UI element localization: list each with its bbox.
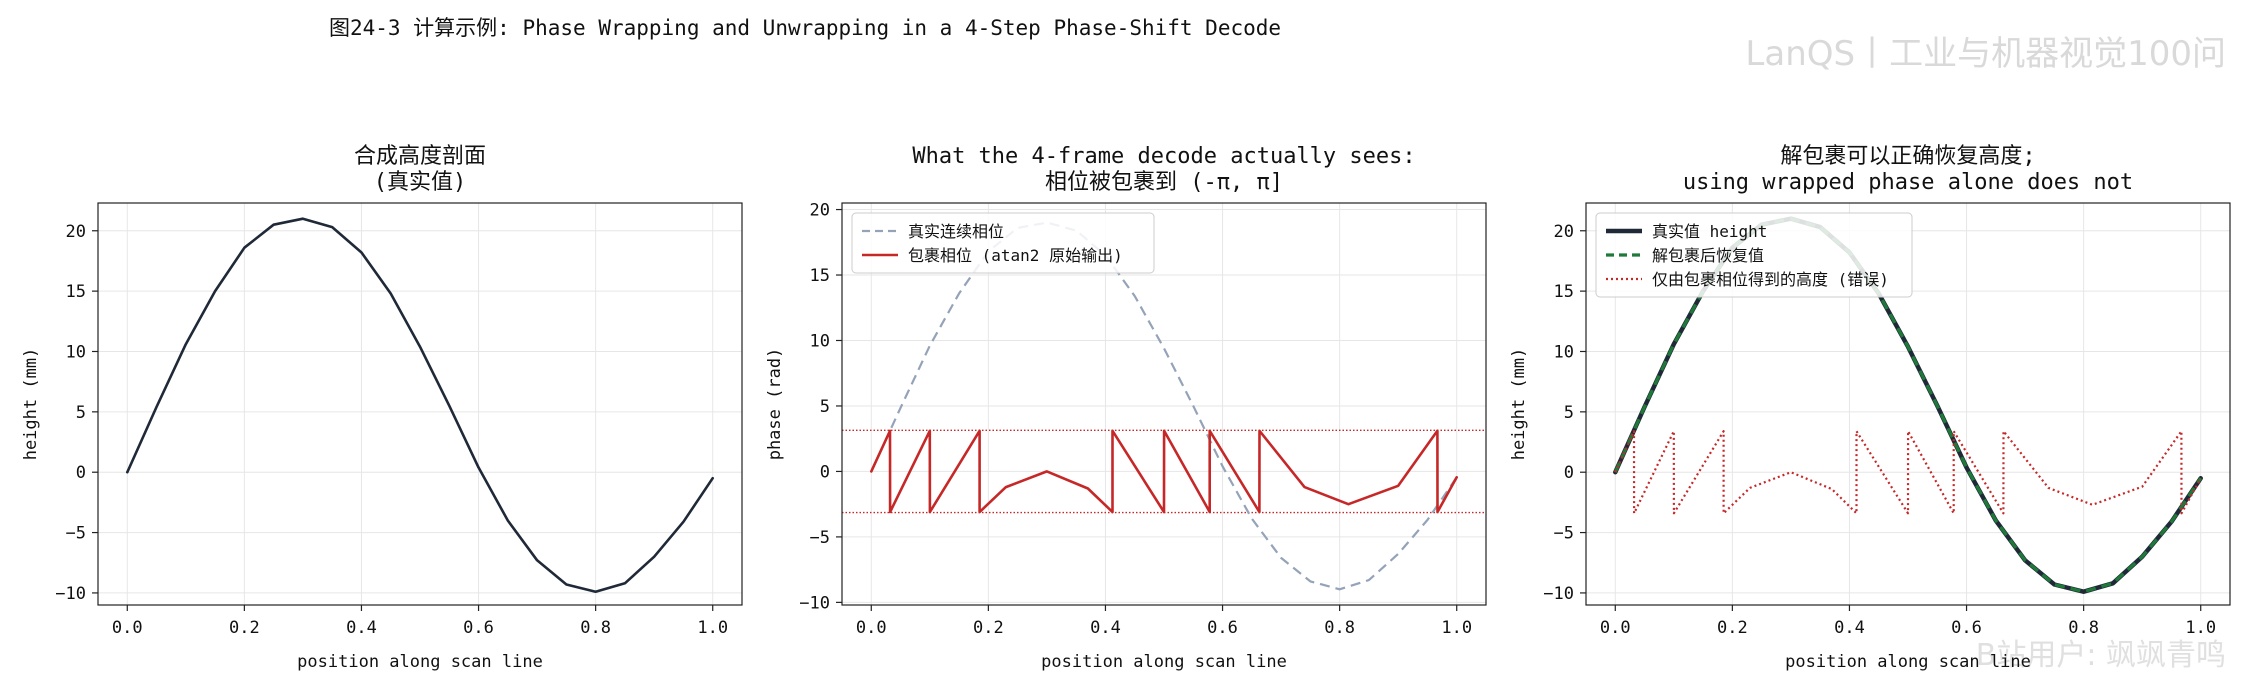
- chart-title-line: 解包裹可以正确恢复高度;: [1780, 144, 2035, 169]
- legend-label: 解包裹后恢复值: [1652, 246, 1764, 265]
- y-tick-label: 5: [76, 403, 86, 423]
- y-tick-label: 10: [1554, 342, 1574, 362]
- legend-box: [1595, 212, 1913, 298]
- y-tick-label: −5: [810, 528, 830, 548]
- y-tick-label: −10: [55, 584, 86, 604]
- x-tick-label: 0.6: [1951, 618, 1982, 638]
- y-tick-label: −5: [1554, 524, 1574, 544]
- y-tick-label: 20: [1554, 222, 1574, 242]
- x-tick-label: 0.2: [229, 618, 260, 638]
- chart-title-line: 合成高度剖面: [354, 144, 486, 169]
- x-tick-label: 1.0: [697, 618, 728, 638]
- series-line-3: [1614, 430, 2202, 515]
- y-axis-label: height (mm): [21, 348, 41, 461]
- series-line-2: [1613, 217, 2203, 594]
- y-tick-label: −10: [799, 593, 830, 613]
- y-tick-label: 5: [1564, 403, 1574, 423]
- x-axis-label: position along scan line: [1041, 652, 1287, 672]
- legend-label: 仅由包裹相位得到的高度 (错误): [1652, 270, 1889, 289]
- chart-3: 解包裹可以正确恢复高度;using wrapped phase alone do…: [1509, 144, 2231, 672]
- series-line-2: [869, 429, 1458, 514]
- legend-label: 真实值 height: [1652, 222, 1767, 241]
- y-axis-label: phase (rad): [765, 348, 785, 461]
- x-tick-label: 0.2: [1717, 618, 1748, 638]
- x-tick-label: 0.6: [463, 618, 494, 638]
- y-tick-label: 15: [1554, 282, 1574, 302]
- y-tick-label: 20: [66, 222, 86, 242]
- legend-label: 包裹相位 (atan2 原始输出): [908, 246, 1123, 265]
- x-tick-label: 0.8: [1324, 618, 1355, 638]
- x-tick-label: 1.0: [1441, 618, 1472, 638]
- chart-title-line: 相位被包裹到 (-π, π]: [1045, 170, 1283, 195]
- x-tick-label: 1.0: [2185, 618, 2216, 638]
- watermark-bottom: B站用户: 飒飒青鸣: [1975, 638, 2226, 673]
- x-tick-label: 0.8: [580, 618, 611, 638]
- y-tick-label: 0: [76, 463, 86, 483]
- x-tick-label: 0.0: [112, 618, 143, 638]
- x-axis-label: position along scan line: [297, 652, 543, 672]
- y-axis-label: height (mm): [1509, 348, 1529, 461]
- x-tick-label: 0.4: [1834, 618, 1865, 638]
- series-line-1: [870, 221, 1458, 591]
- y-tick-label: 10: [810, 331, 830, 351]
- chart-1: 合成高度剖面(真实值) 0.0 0.2 0.4 0.6 0.8 1.0 −10 −5 0 5 10 15…: [21, 144, 743, 672]
- plot-frame: [1585, 202, 2231, 606]
- series-line-1: [126, 217, 715, 594]
- x-tick-label: 0.2: [973, 618, 1004, 638]
- x-tick-label: 0.4: [346, 618, 377, 638]
- y-tick-label: 15: [66, 282, 86, 302]
- y-tick-label: −5: [66, 524, 86, 544]
- x-tick-label: 0.4: [1090, 618, 1121, 638]
- plot-frame: [841, 202, 1487, 606]
- legend-box: [851, 212, 1155, 274]
- chart-title-line: using wrapped phase alone does not: [1683, 170, 2133, 195]
- chart-title-line: (真实值): [374, 170, 467, 195]
- x-tick-label: 0.8: [2068, 618, 2099, 638]
- y-tick-label: 15: [810, 266, 830, 286]
- x-tick-label: 0.0: [1600, 618, 1631, 638]
- chart-2: What the 4-frame decode actually sees:相位…: [765, 144, 1487, 672]
- y-tick-label: 10: [66, 342, 86, 362]
- y-tick-label: 0: [1564, 463, 1574, 483]
- x-tick-label: 0.0: [856, 618, 887, 638]
- watermark-top: LanQS丨工业与机器视觉100问: [1745, 34, 2226, 74]
- chart-title-line: What the 4-frame decode actually sees:: [912, 144, 1415, 169]
- y-tick-label: 20: [810, 201, 830, 221]
- x-axis-label: position along scan line: [1785, 652, 2031, 672]
- y-tick-label: −10: [1543, 584, 1574, 604]
- plot-frame: [97, 202, 743, 606]
- figure-title: 图24-3 计算示例: Phase Wrapping and Unwrappin…: [328, 16, 1282, 40]
- x-tick-label: 0.6: [1207, 618, 1238, 638]
- y-tick-label: 5: [820, 397, 830, 417]
- y-tick-label: 0: [820, 462, 830, 482]
- legend-label: 真实连续相位: [908, 222, 1004, 241]
